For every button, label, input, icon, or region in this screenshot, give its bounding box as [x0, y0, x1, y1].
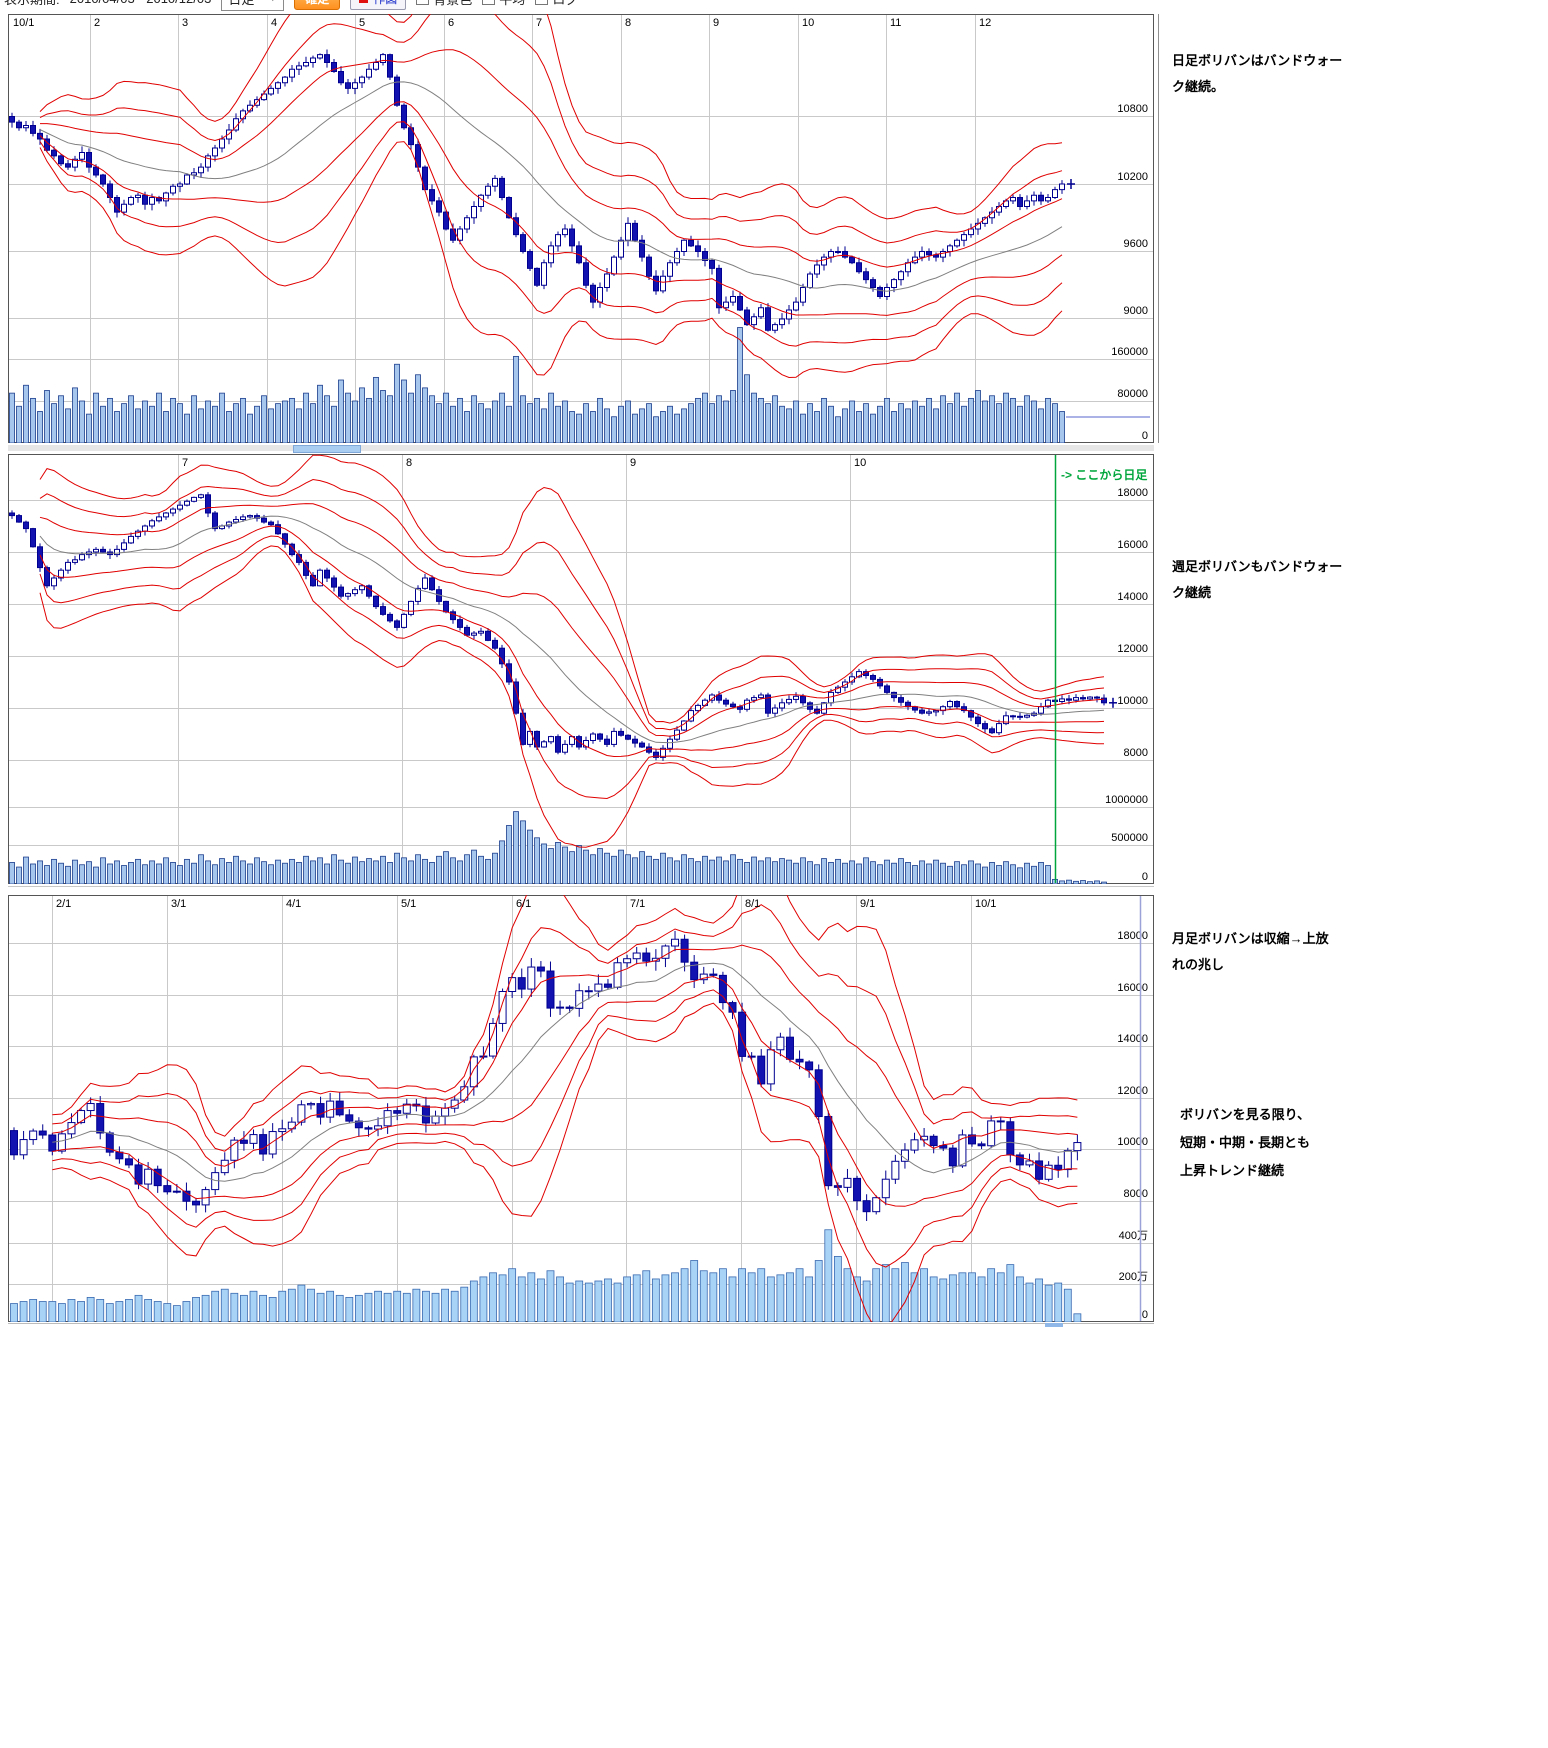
- chevron-down-icon: ▼: [268, 0, 277, 3]
- svg-text:10000: 10000: [1117, 695, 1148, 707]
- chart-weekly[interactable]: 18000 16000 14000 12000 10000 8000 1000000 5000…: [8, 454, 1154, 884]
- checkbox-icon[interactable]: [535, 0, 549, 5]
- svg-text:16000: 16000: [1117, 982, 1148, 994]
- annotation-line: 日足ボリバンはバンドウォー: [1172, 53, 1343, 68]
- checkbox-average-label: 平均: [499, 0, 525, 8]
- checkbox-icon[interactable]: [416, 0, 430, 5]
- divider: [8, 1323, 1154, 1324]
- checkbox-log-label: ログ: [552, 0, 578, 8]
- svg-text:10800: 10800: [1117, 103, 1148, 115]
- annotation-line: 上昇トレンド継続: [1180, 1163, 1285, 1178]
- checkbox-log[interactable]: ログ: [535, 0, 578, 8]
- svg-text:8000: 8000: [1124, 747, 1148, 759]
- period-value: 2010/04/03 - 2010/12/03: [70, 0, 212, 6]
- scrollbar-thumb[interactable]: [1045, 1323, 1063, 1327]
- checkbox-icon[interactable]: [482, 0, 496, 5]
- annotation-line: ク継続: [1172, 585, 1212, 600]
- svg-text:18000: 18000: [1117, 487, 1148, 499]
- svg-text:8000: 8000: [1124, 1188, 1148, 1200]
- scrollbar-thumb[interactable]: [293, 445, 361, 453]
- svg-text:14000: 14000: [1117, 591, 1148, 603]
- annotation-summary: ボリバンを見る限り、 短期・中期・長期とも 上昇トレンド継続: [1180, 1101, 1310, 1185]
- svg-text:0: 0: [1142, 1309, 1148, 1321]
- checkbox-bgcolor-label: 背景色: [433, 0, 472, 8]
- svg-text:10: 10: [854, 457, 866, 469]
- chart-daily-right-edge: [1158, 14, 1159, 443]
- svg-text:10/1: 10/1: [13, 17, 34, 29]
- svg-text:9: 9: [630, 457, 636, 469]
- chart-monthly[interactable]: 18000 16000 14000 12000 10000 8000 400万 200万 0 2/…: [8, 895, 1154, 1322]
- red-square-icon: [359, 0, 369, 3]
- svg-text:3/1: 3/1: [171, 898, 186, 910]
- period-label: 表示期間:: [4, 0, 60, 8]
- svg-text:9/1: 9/1: [860, 898, 875, 910]
- annotation-monthly: 月足ボリバンは収縮→上放 れの兆し: [1172, 926, 1329, 978]
- annotation-line: 短期・中期・長期とも: [1180, 1135, 1311, 1150]
- svg-text:8: 8: [406, 457, 412, 469]
- svg-text:9600: 9600: [1124, 238, 1148, 250]
- svg-text:12000: 12000: [1117, 1085, 1148, 1097]
- svg-text:4/1: 4/1: [286, 898, 301, 910]
- svg-text:7: 7: [536, 17, 542, 29]
- svg-text:7: 7: [182, 457, 188, 469]
- svg-text:6/1: 6/1: [516, 898, 531, 910]
- svg-text:10200: 10200: [1117, 171, 1148, 183]
- toolbar: 表示期間: 2010/04/03 - 2010/12/03 日足 ▼ 確定 作図…: [0, 0, 1548, 12]
- svg-text:8/1: 8/1: [745, 898, 760, 910]
- svg-text:80000: 80000: [1117, 388, 1148, 400]
- annotation-daily: 日足ボリバンはバンドウォー ク継続。: [1172, 48, 1342, 100]
- svg-text:18000: 18000: [1117, 930, 1148, 942]
- annotation-line: れの兆し: [1172, 957, 1225, 972]
- svg-text:5: 5: [359, 17, 365, 29]
- divider: [8, 886, 1154, 887]
- svg-text:3: 3: [182, 17, 188, 29]
- draw-button[interactable]: 作図: [350, 0, 407, 10]
- annotation-weekly: 週足ボリバンもバンドウォー ク継続: [1172, 554, 1342, 606]
- svg-text:6: 6: [448, 17, 454, 29]
- checkbox-average[interactable]: 平均: [482, 0, 525, 8]
- svg-text:16000: 16000: [1117, 539, 1148, 551]
- svg-text:12: 12: [979, 17, 991, 29]
- svg-text:12000: 12000: [1117, 643, 1148, 655]
- svg-text:8: 8: [625, 17, 631, 29]
- svg-text:1000000: 1000000: [1105, 794, 1148, 806]
- chart-daily[interactable]: 10800 10200 9600 9000 160000 80000 0 10/1 2 3 4 5 6 7…: [8, 14, 1154, 443]
- timeframe-value: 日足: [228, 0, 254, 8]
- svg-text:2: 2: [94, 17, 100, 29]
- svg-text:7/1: 7/1: [630, 898, 645, 910]
- daily-start-marker-label: -> ここから日足: [1061, 468, 1148, 482]
- svg-text:10/1: 10/1: [975, 898, 996, 910]
- draw-button-label: 作図: [373, 0, 397, 7]
- svg-text:9: 9: [713, 17, 719, 29]
- svg-text:9000: 9000: [1124, 305, 1148, 317]
- confirm-button[interactable]: 確定: [294, 0, 341, 10]
- annotation-line: ボリバンを見る限り、: [1180, 1107, 1311, 1122]
- svg-text:4: 4: [271, 17, 277, 29]
- annotation-line: ク継続。: [1172, 79, 1225, 94]
- svg-text:2/1: 2/1: [56, 898, 71, 910]
- svg-text:400万: 400万: [1119, 1230, 1148, 1242]
- svg-text:10: 10: [802, 17, 814, 29]
- svg-text:5/1: 5/1: [401, 898, 416, 910]
- checkbox-bgcolor[interactable]: 背景色: [416, 0, 472, 8]
- svg-text:14000: 14000: [1117, 1033, 1148, 1045]
- svg-text:0: 0: [1142, 871, 1148, 883]
- svg-text:10000: 10000: [1117, 1136, 1148, 1148]
- timeframe-select[interactable]: 日足 ▼: [221, 0, 285, 11]
- svg-text:0: 0: [1142, 430, 1148, 442]
- annotation-line: 月足ボリバンは収縮→上放: [1172, 931, 1329, 946]
- svg-text:160000: 160000: [1111, 346, 1148, 358]
- svg-text:200万: 200万: [1119, 1271, 1148, 1283]
- annotation-line: 週足ボリバンもバンドウォー: [1172, 559, 1343, 574]
- svg-text:500000: 500000: [1111, 832, 1148, 844]
- horizontal-scrollbar[interactable]: [8, 445, 1154, 453]
- svg-text:11: 11: [890, 17, 901, 29]
